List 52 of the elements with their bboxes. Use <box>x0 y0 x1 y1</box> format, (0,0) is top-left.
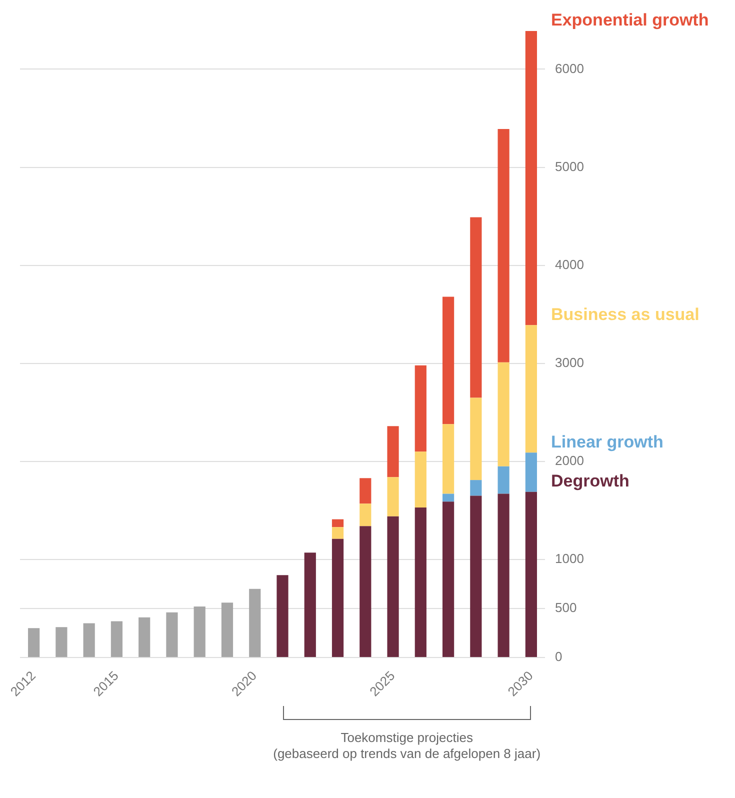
bar <box>249 588 261 658</box>
bar <box>498 466 510 494</box>
bar <box>83 623 95 658</box>
series-label: Degrowth <box>551 472 630 491</box>
bar <box>442 296 454 424</box>
bar <box>387 426 399 478</box>
y-tick-label: 3000 <box>555 354 584 370</box>
bar <box>442 424 454 494</box>
y-tick-label: 5000 <box>555 158 584 174</box>
bar <box>332 527 344 539</box>
y-tick-label: 6000 <box>555 60 584 76</box>
series-label: Linear growth <box>551 432 664 452</box>
bar <box>166 612 178 658</box>
bar <box>525 325 537 453</box>
bar <box>442 502 454 658</box>
bar <box>221 602 234 658</box>
bar <box>525 30 537 326</box>
y-tick-label: 0 <box>555 649 562 664</box>
y-tick-label: 4000 <box>555 256 584 272</box>
bar <box>387 477 399 516</box>
bar <box>525 452 537 492</box>
y-tick-label: 500 <box>555 600 577 616</box>
bar <box>414 452 426 508</box>
series-label: Exponential growth <box>551 10 709 30</box>
y-tick-label: 1000 <box>555 551 584 566</box>
bar <box>276 575 288 658</box>
bar <box>332 519 344 528</box>
bar <box>387 516 399 658</box>
bar <box>498 494 510 658</box>
bar <box>470 480 482 496</box>
bar <box>110 621 123 658</box>
bar <box>332 538 344 658</box>
bar <box>360 504 372 526</box>
bar <box>470 217 482 398</box>
bar <box>194 606 206 658</box>
bar <box>498 129 510 362</box>
series-label: Business as usual <box>551 304 700 324</box>
bar <box>138 617 150 658</box>
text: Toekomstige projecties (gebaseerd op trends van de afgelopen 8 jaar) <box>273 730 541 762</box>
bar <box>56 627 68 658</box>
bar <box>470 398 482 480</box>
bar <box>470 496 482 658</box>
bar <box>360 526 372 658</box>
bar <box>525 492 537 658</box>
bar <box>304 552 316 658</box>
y-tick-label: 2000 <box>555 453 584 468</box>
bar <box>414 365 426 452</box>
bar <box>360 478 372 504</box>
bar <box>498 362 510 466</box>
bar <box>414 508 426 658</box>
bar <box>442 494 454 502</box>
bar <box>28 628 40 658</box>
